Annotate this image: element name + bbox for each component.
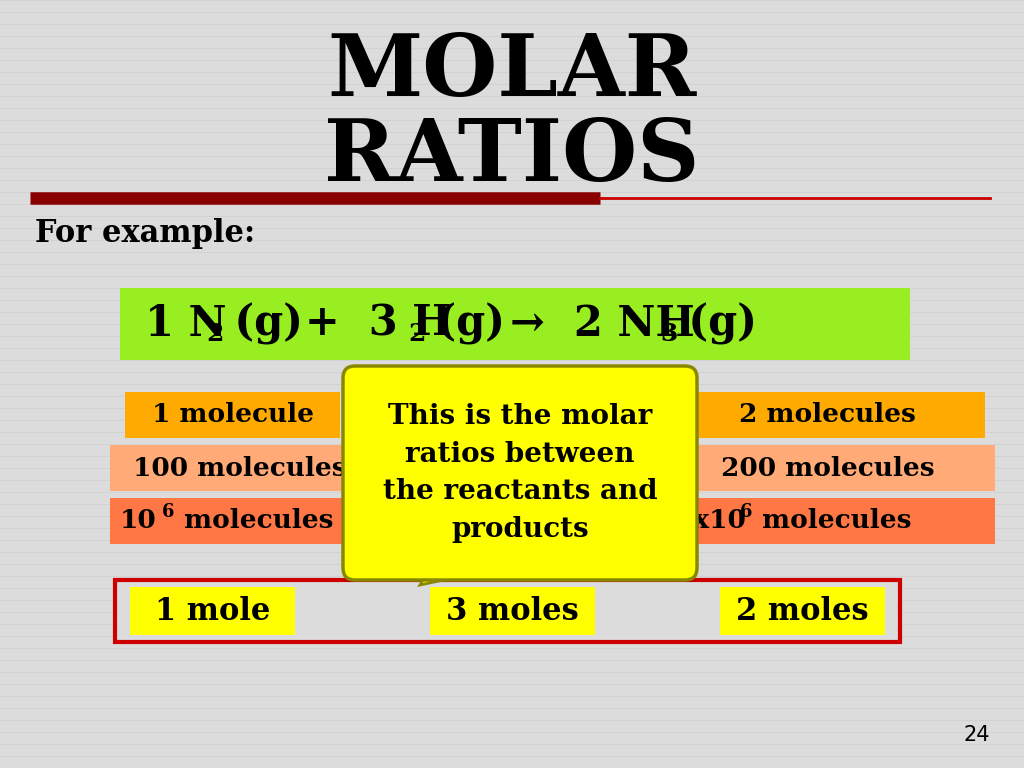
Text: 200 molecules: 200 molecules [721,455,934,481]
Text: →  2 NH: → 2 NH [510,303,694,345]
Text: (g): (g) [422,303,505,345]
FancyBboxPatch shape [120,288,910,360]
FancyBboxPatch shape [430,587,595,635]
FancyBboxPatch shape [125,392,340,438]
Text: MOLAR: MOLAR [328,30,696,114]
FancyBboxPatch shape [368,563,673,578]
Text: 1 N: 1 N [145,303,226,345]
Text: 6: 6 [740,503,753,521]
Text: 24: 24 [964,725,990,745]
Text: 100 molecules: 100 molecules [133,455,347,481]
Text: For example:: For example: [35,218,255,249]
Text: molecules: molecules [175,508,334,534]
Text: 6: 6 [162,503,174,521]
Text: 3: 3 [660,322,677,346]
FancyBboxPatch shape [343,366,697,580]
Text: (g): (g) [674,303,757,345]
Text: +  3 H: + 3 H [305,303,452,345]
Text: 2x10: 2x10 [675,508,745,534]
FancyBboxPatch shape [110,445,350,491]
Text: 2 molecules: 2 molecules [739,402,915,428]
Text: 2: 2 [206,322,223,346]
Text: 1 molecule: 1 molecule [152,402,313,428]
FancyBboxPatch shape [720,587,885,635]
Text: This is the molar
ratios between
the reactants and
products: This is the molar ratios between the rea… [383,403,657,543]
Text: molecules: molecules [753,508,911,534]
Text: RATIOS: RATIOS [325,115,699,199]
Text: 3 moles: 3 moles [446,595,579,627]
Text: 1 mole: 1 mole [155,595,270,627]
FancyBboxPatch shape [130,587,295,635]
Text: 10: 10 [120,508,157,534]
FancyBboxPatch shape [660,445,995,491]
Text: 2 moles: 2 moles [736,595,868,627]
Text: (g): (g) [220,303,303,345]
Polygon shape [420,568,500,585]
FancyBboxPatch shape [115,580,900,642]
FancyBboxPatch shape [660,498,995,544]
FancyBboxPatch shape [110,498,350,544]
Text: 2: 2 [408,322,425,346]
FancyBboxPatch shape [670,392,985,438]
